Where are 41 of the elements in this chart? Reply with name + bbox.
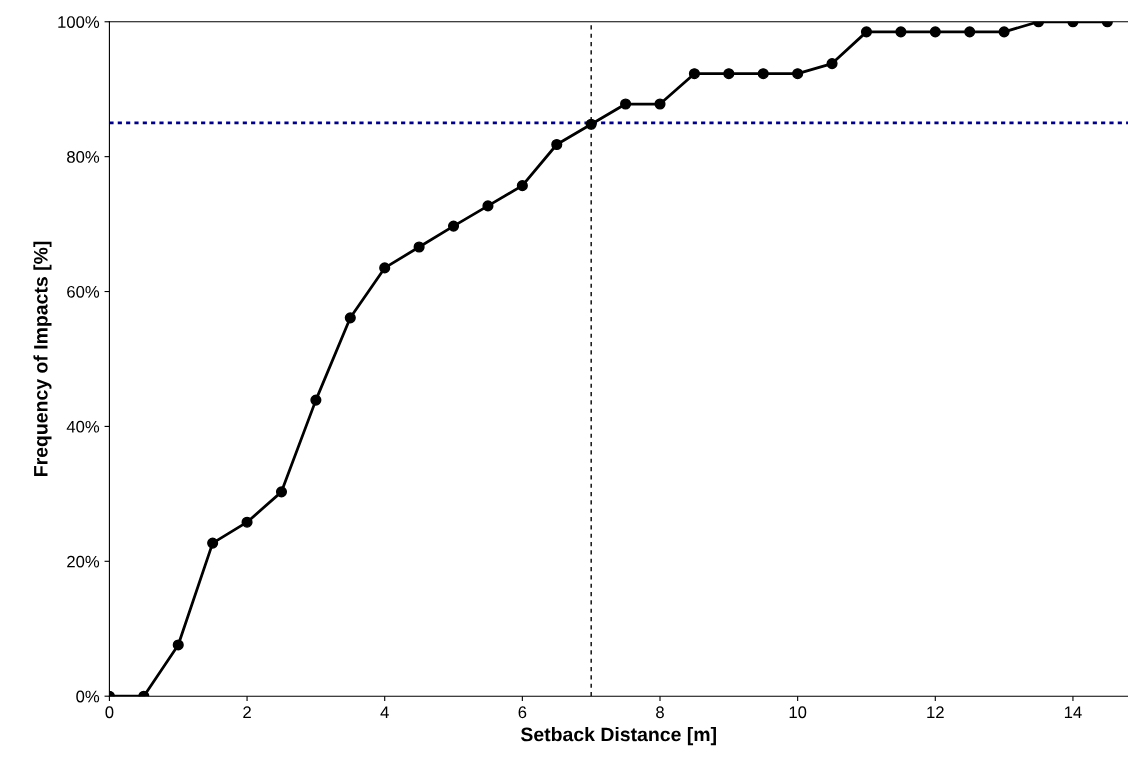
point [241, 516, 253, 528]
point [929, 26, 941, 38]
x-tick-label: 2 [243, 706, 251, 718]
point [826, 58, 838, 70]
point [447, 220, 460, 232]
point [895, 26, 907, 38]
point [207, 537, 219, 549]
point [275, 486, 288, 498]
point [654, 98, 666, 110]
point [379, 262, 391, 274]
x-tick-label: 4 [380, 706, 389, 718]
point [344, 312, 356, 324]
point [482, 200, 494, 212]
point [585, 118, 597, 130]
y-tick-label: 0% [76, 690, 100, 703]
point [551, 138, 563, 151]
point [860, 26, 873, 38]
point [792, 68, 804, 80]
point [620, 98, 632, 110]
y-tick-label: 80% [67, 151, 100, 163]
point [516, 180, 528, 192]
x-tick-label: 0 [105, 706, 114, 719]
y-tick-label: 100% [58, 16, 100, 28]
x-tick-label: 12 [927, 706, 944, 718]
x-tick-label: 14 [1064, 706, 1082, 718]
x-tick-label: 8 [656, 706, 664, 719]
point [310, 394, 322, 406]
y-tick-label: 60% [67, 285, 100, 298]
point [723, 68, 735, 80]
point [172, 639, 184, 651]
y-axis-title: Frequency of Impacts [%] [33, 241, 52, 476]
point [413, 241, 425, 253]
point [964, 26, 976, 38]
point [757, 68, 769, 80]
point [998, 26, 1010, 38]
x-tick-label: 6 [518, 706, 527, 719]
point [688, 68, 700, 80]
x-axis-title: Setback Distance [m] [520, 727, 716, 746]
y-tick-label: 20% [67, 555, 100, 568]
x-tick-label: 10 [789, 706, 807, 719]
y-tick-label: 40% [66, 420, 100, 433]
